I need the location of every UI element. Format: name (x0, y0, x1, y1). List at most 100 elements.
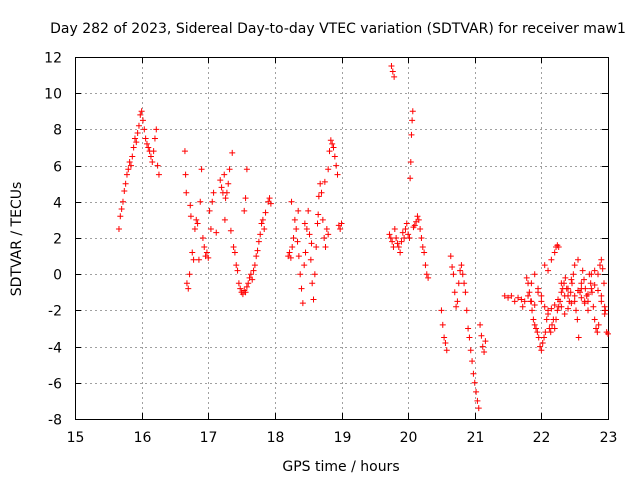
data-point (479, 343, 486, 350)
data-point (567, 289, 574, 296)
data-point (243, 166, 250, 173)
data-point (407, 158, 414, 165)
data-point (605, 330, 611, 337)
data-point (471, 379, 478, 386)
data-point (508, 292, 515, 299)
data-point (123, 171, 130, 178)
data-point (237, 285, 244, 292)
data-point (591, 267, 598, 274)
data-point (243, 283, 250, 290)
data-point (575, 334, 582, 341)
data-point (130, 144, 137, 151)
data-point (598, 292, 605, 299)
data-point (477, 321, 484, 328)
data-point (247, 271, 254, 278)
data-point (401, 235, 408, 241)
data-point (518, 296, 525, 303)
data-point (534, 329, 541, 336)
data-point (478, 332, 485, 339)
data-point (399, 229, 406, 236)
data-point (308, 240, 315, 247)
data-point (321, 235, 328, 241)
data-point (474, 397, 481, 404)
data-point (234, 267, 241, 274)
data-point (305, 207, 312, 214)
y-tick-label: 10 (44, 87, 62, 103)
data-point (551, 325, 558, 332)
data-point (153, 126, 160, 133)
data-point (447, 253, 454, 260)
data-point (531, 321, 538, 328)
data-point (151, 135, 158, 142)
data-point (462, 289, 469, 296)
data-point (295, 253, 302, 260)
data-point (601, 280, 608, 287)
data-point (226, 166, 233, 173)
data-point (233, 262, 240, 269)
data-point (571, 298, 578, 305)
data-point (585, 291, 592, 298)
data-points (115, 63, 611, 412)
data-point (185, 285, 192, 292)
data-point (325, 166, 332, 173)
data-point (403, 220, 410, 227)
y-tick-label: 8 (53, 123, 62, 139)
y-tick-label: 12 (44, 51, 62, 67)
data-point (589, 289, 596, 296)
data-point (553, 316, 560, 323)
data-point (395, 244, 402, 251)
data-point (183, 280, 190, 287)
data-point (299, 300, 306, 307)
data-point (548, 305, 555, 312)
data-point (470, 370, 477, 377)
data-point (218, 184, 225, 191)
data-point (298, 285, 305, 292)
data-point (482, 338, 489, 345)
data-point (323, 225, 330, 232)
data-point (258, 220, 265, 227)
data-point (295, 207, 302, 214)
data-point (389, 238, 396, 245)
y-tick-label: 2 (53, 232, 62, 248)
axis-ticks: 15 16 17 18 19 20 21 22 23 -8 -6 -4 -2 0 2 4 6 8 10 12 (44, 51, 617, 447)
data-point (301, 262, 308, 269)
data-point (250, 267, 257, 274)
data-point (143, 140, 150, 147)
data-point (391, 225, 398, 232)
data-point (235, 280, 242, 287)
data-point (543, 316, 550, 323)
data-point (289, 244, 296, 251)
data-point (141, 126, 148, 133)
data-point (575, 256, 582, 263)
data-point (422, 262, 429, 269)
data-point (195, 256, 202, 263)
data-point (417, 225, 424, 232)
data-point (294, 238, 301, 245)
data-point (578, 294, 585, 301)
data-point (573, 307, 580, 314)
data-point (301, 220, 308, 227)
data-point (523, 274, 530, 281)
data-point (150, 148, 157, 155)
data-point (515, 294, 522, 301)
data-point (317, 180, 324, 187)
data-point (525, 292, 532, 299)
x-tick-label: 21 (467, 430, 485, 446)
data-point (221, 171, 228, 178)
data-point (554, 307, 561, 314)
y-tick-label: 4 (53, 196, 62, 212)
data-point (526, 289, 533, 296)
data-point (242, 195, 249, 202)
data-point (325, 231, 332, 238)
data-point (388, 63, 395, 70)
data-point (455, 280, 462, 287)
data-point (337, 225, 344, 232)
data-point (245, 280, 252, 287)
data-point (186, 271, 193, 278)
data-point (145, 144, 152, 151)
data-point (581, 276, 588, 283)
data-point (230, 244, 237, 251)
data-point (439, 321, 446, 328)
y-tick-label: 6 (53, 160, 62, 176)
